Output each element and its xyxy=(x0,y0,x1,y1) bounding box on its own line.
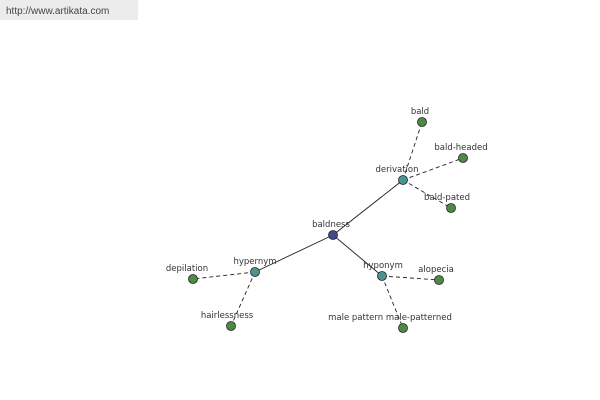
node[interactable] xyxy=(188,274,198,284)
node-label[interactable]: baldness xyxy=(312,220,350,230)
edge xyxy=(332,179,404,236)
edge xyxy=(402,157,464,181)
edge xyxy=(230,271,256,327)
node-label[interactable]: male pattern male-patterned xyxy=(328,313,452,323)
node[interactable] xyxy=(434,275,444,285)
edge xyxy=(254,234,334,273)
node-label[interactable]: bald xyxy=(411,107,429,117)
node-label[interactable]: hairlessness xyxy=(201,311,254,321)
edge xyxy=(402,121,423,181)
edge xyxy=(192,271,256,280)
node[interactable] xyxy=(377,271,387,281)
node-label[interactable]: bald-headed xyxy=(434,143,487,153)
edges xyxy=(192,121,464,329)
node[interactable] xyxy=(458,153,468,163)
node[interactable] xyxy=(398,175,408,185)
edge xyxy=(402,179,452,209)
node-label[interactable]: hyponym xyxy=(363,261,403,271)
edge xyxy=(332,234,383,277)
edge xyxy=(381,275,404,329)
edge xyxy=(381,275,440,281)
nodes xyxy=(188,117,468,333)
node[interactable] xyxy=(446,203,456,213)
node-label[interactable]: hypernym xyxy=(233,257,276,267)
node[interactable] xyxy=(398,323,408,333)
node[interactable] xyxy=(250,267,260,277)
node-label[interactable]: derivation xyxy=(375,165,418,175)
header-bar xyxy=(0,0,138,20)
header-url[interactable]: http://www.artikata.com xyxy=(6,6,109,17)
node[interactable] xyxy=(226,321,236,331)
node-label[interactable]: bald-pated xyxy=(424,193,470,203)
node[interactable] xyxy=(328,230,338,240)
node-label[interactable]: depilation xyxy=(166,264,208,274)
labels: baldness hypernym hyponym derivation bal… xyxy=(166,107,488,323)
node-label[interactable]: alopecia xyxy=(418,265,454,275)
node[interactable] xyxy=(417,117,427,127)
